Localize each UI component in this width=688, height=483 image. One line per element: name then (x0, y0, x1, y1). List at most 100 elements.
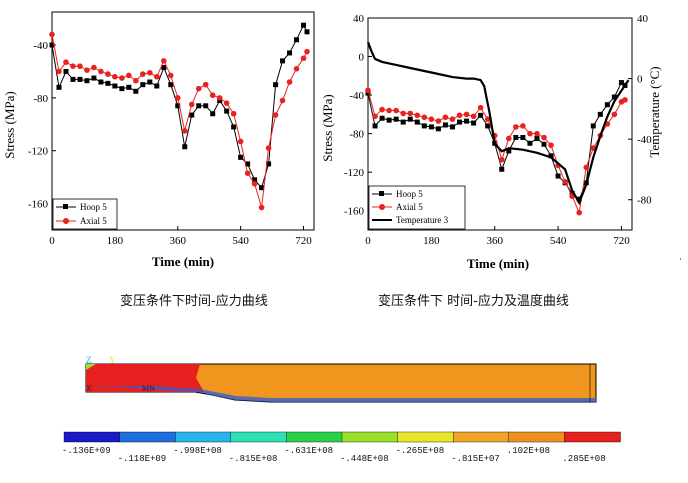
legend-hoop: Hoop 5 (396, 189, 423, 199)
color-level-label: -.815E+07 (451, 454, 500, 464)
y-tick-label: -120 (28, 146, 49, 158)
point-hoop-5 (105, 80, 111, 86)
point-axial-5 (421, 114, 428, 121)
point-axial-5 (435, 118, 442, 124)
point-hoop-5 (287, 50, 293, 56)
point-axial-5 (484, 116, 491, 122)
point-axial-5 (84, 67, 90, 73)
point-hoop-5 (604, 102, 610, 108)
point-axial-5 (520, 123, 526, 129)
point-axial-5 (70, 63, 76, 69)
point-axial-5 (622, 97, 628, 103)
legend-axial: Axial 5 (80, 216, 107, 226)
point-hoop-5 (372, 123, 378, 129)
x-tick-label: 0 (365, 235, 371, 247)
point-axial-5 (202, 81, 209, 88)
point-hoop-5 (527, 140, 533, 146)
point-axial-5 (133, 77, 139, 84)
y-axis-label: Stress (MPa) (320, 94, 335, 162)
point-hoop-5 (520, 134, 526, 140)
color-level-label: -.631E+08 (284, 446, 333, 456)
point-hoop-5 (407, 116, 413, 122)
axis-x-label: X (86, 384, 92, 393)
point-axial-5 (506, 135, 512, 142)
x-tick-label: 0 (49, 235, 55, 247)
y-tick-label: 0 (359, 52, 365, 64)
point-axial-5 (365, 87, 371, 94)
point-hoop-5 (435, 126, 441, 132)
right-chart-caption: 变压条件下 时间-应力及温度曲线 (378, 294, 569, 309)
color-band (230, 431, 288, 443)
point-axial-5 (562, 179, 568, 185)
point-axial-5 (286, 79, 293, 85)
color-level-label: -.265E+08 (395, 446, 445, 456)
color-level-label: -.448E+08 (340, 454, 389, 464)
point-hoop-5 (280, 58, 286, 64)
y-tick-label: -80 (349, 129, 364, 141)
point-axial-5 (105, 71, 111, 77)
point-hoop-5 (457, 119, 463, 125)
point-hoop-5 (189, 112, 195, 118)
point-hoop-5 (548, 153, 554, 159)
color-band (286, 431, 343, 443)
fea-stress-contour: Z Y X MN -.136E+09 -.118E+09 -.998E+08 -.81… (0, 340, 688, 483)
point-hoop-5 (414, 119, 420, 125)
point-axial-5 (181, 128, 188, 134)
point-hoop-5 (140, 82, 146, 88)
point-axial-5 (541, 134, 547, 141)
point-hoop-5 (478, 112, 484, 118)
y-tick-label: -120 (344, 167, 365, 179)
legend-axial: Axial 5 (396, 202, 423, 212)
point-hoop-5 (273, 82, 279, 88)
y-tick-label: -160 (28, 199, 49, 211)
point-axial-5 (400, 110, 406, 117)
y-tick-label: -160 (344, 206, 365, 218)
point-hoop-5 (70, 76, 76, 82)
point-hoop-5 (126, 84, 132, 90)
point-hoop-5 (119, 86, 125, 92)
point-hoop-5 (231, 124, 237, 130)
point-axial-5 (611, 111, 618, 118)
x-tick-label: 360 (170, 235, 187, 247)
point-hoop-5 (506, 148, 512, 154)
stress-temperature-chart-right: 0 180 360 540 720400-40-80-120-160400-40-80 … (320, 13, 662, 271)
point-hoop-5 (611, 94, 617, 100)
point-hoop-5 (471, 120, 477, 126)
point-axial-5 (498, 156, 505, 163)
pipe-model (85, 363, 597, 403)
mn-label: MN (142, 384, 155, 393)
y-tick-label: -80 (33, 93, 48, 105)
color-band (453, 431, 510, 443)
point-hoop-5 (534, 135, 540, 141)
color-band (119, 431, 176, 443)
y-tick-label: -40 (33, 40, 48, 52)
left-chart-caption: 变压条件下时间-应力曲线 (120, 294, 268, 309)
color-band (174, 431, 232, 443)
series-line-axial-5 (51, 34, 308, 208)
point-hoop-5 (449, 124, 455, 130)
axis-y-label: Y (109, 355, 116, 365)
color-level-label: .285E+08 (562, 454, 606, 464)
color-band (508, 431, 566, 443)
y2-axis-label: Temperature (°C) (647, 66, 662, 157)
point-axial-5 (548, 142, 554, 148)
y-axis-label: Stress (MPa) (2, 91, 17, 159)
point-axial-5 (91, 64, 97, 71)
point-axial-5 (293, 66, 300, 72)
point-axial-5 (223, 100, 230, 106)
x-tick-label: 540 (232, 235, 249, 247)
point-hoop-5 (597, 111, 603, 117)
point-hoop-5 (499, 166, 505, 172)
color-level-label: .102E+08 (506, 446, 551, 456)
point-hoop-5 (63, 68, 69, 74)
point-axial-5 (147, 69, 153, 76)
plot-frame (367, 17, 633, 231)
point-hoop-5 (77, 76, 83, 82)
color-legend-bar (63, 431, 621, 443)
stress-time-chart-left: 0 180 360 540 720 -40 -80 -120 -160 Stress (MPa)… (2, 11, 315, 269)
point-hoop-5 (421, 123, 427, 129)
color-level-label: -.815E+08 (228, 454, 278, 464)
point-hoop-5 (541, 141, 547, 147)
point-hoop-5 (400, 119, 406, 125)
x-tick-label: 360 (486, 235, 503, 247)
